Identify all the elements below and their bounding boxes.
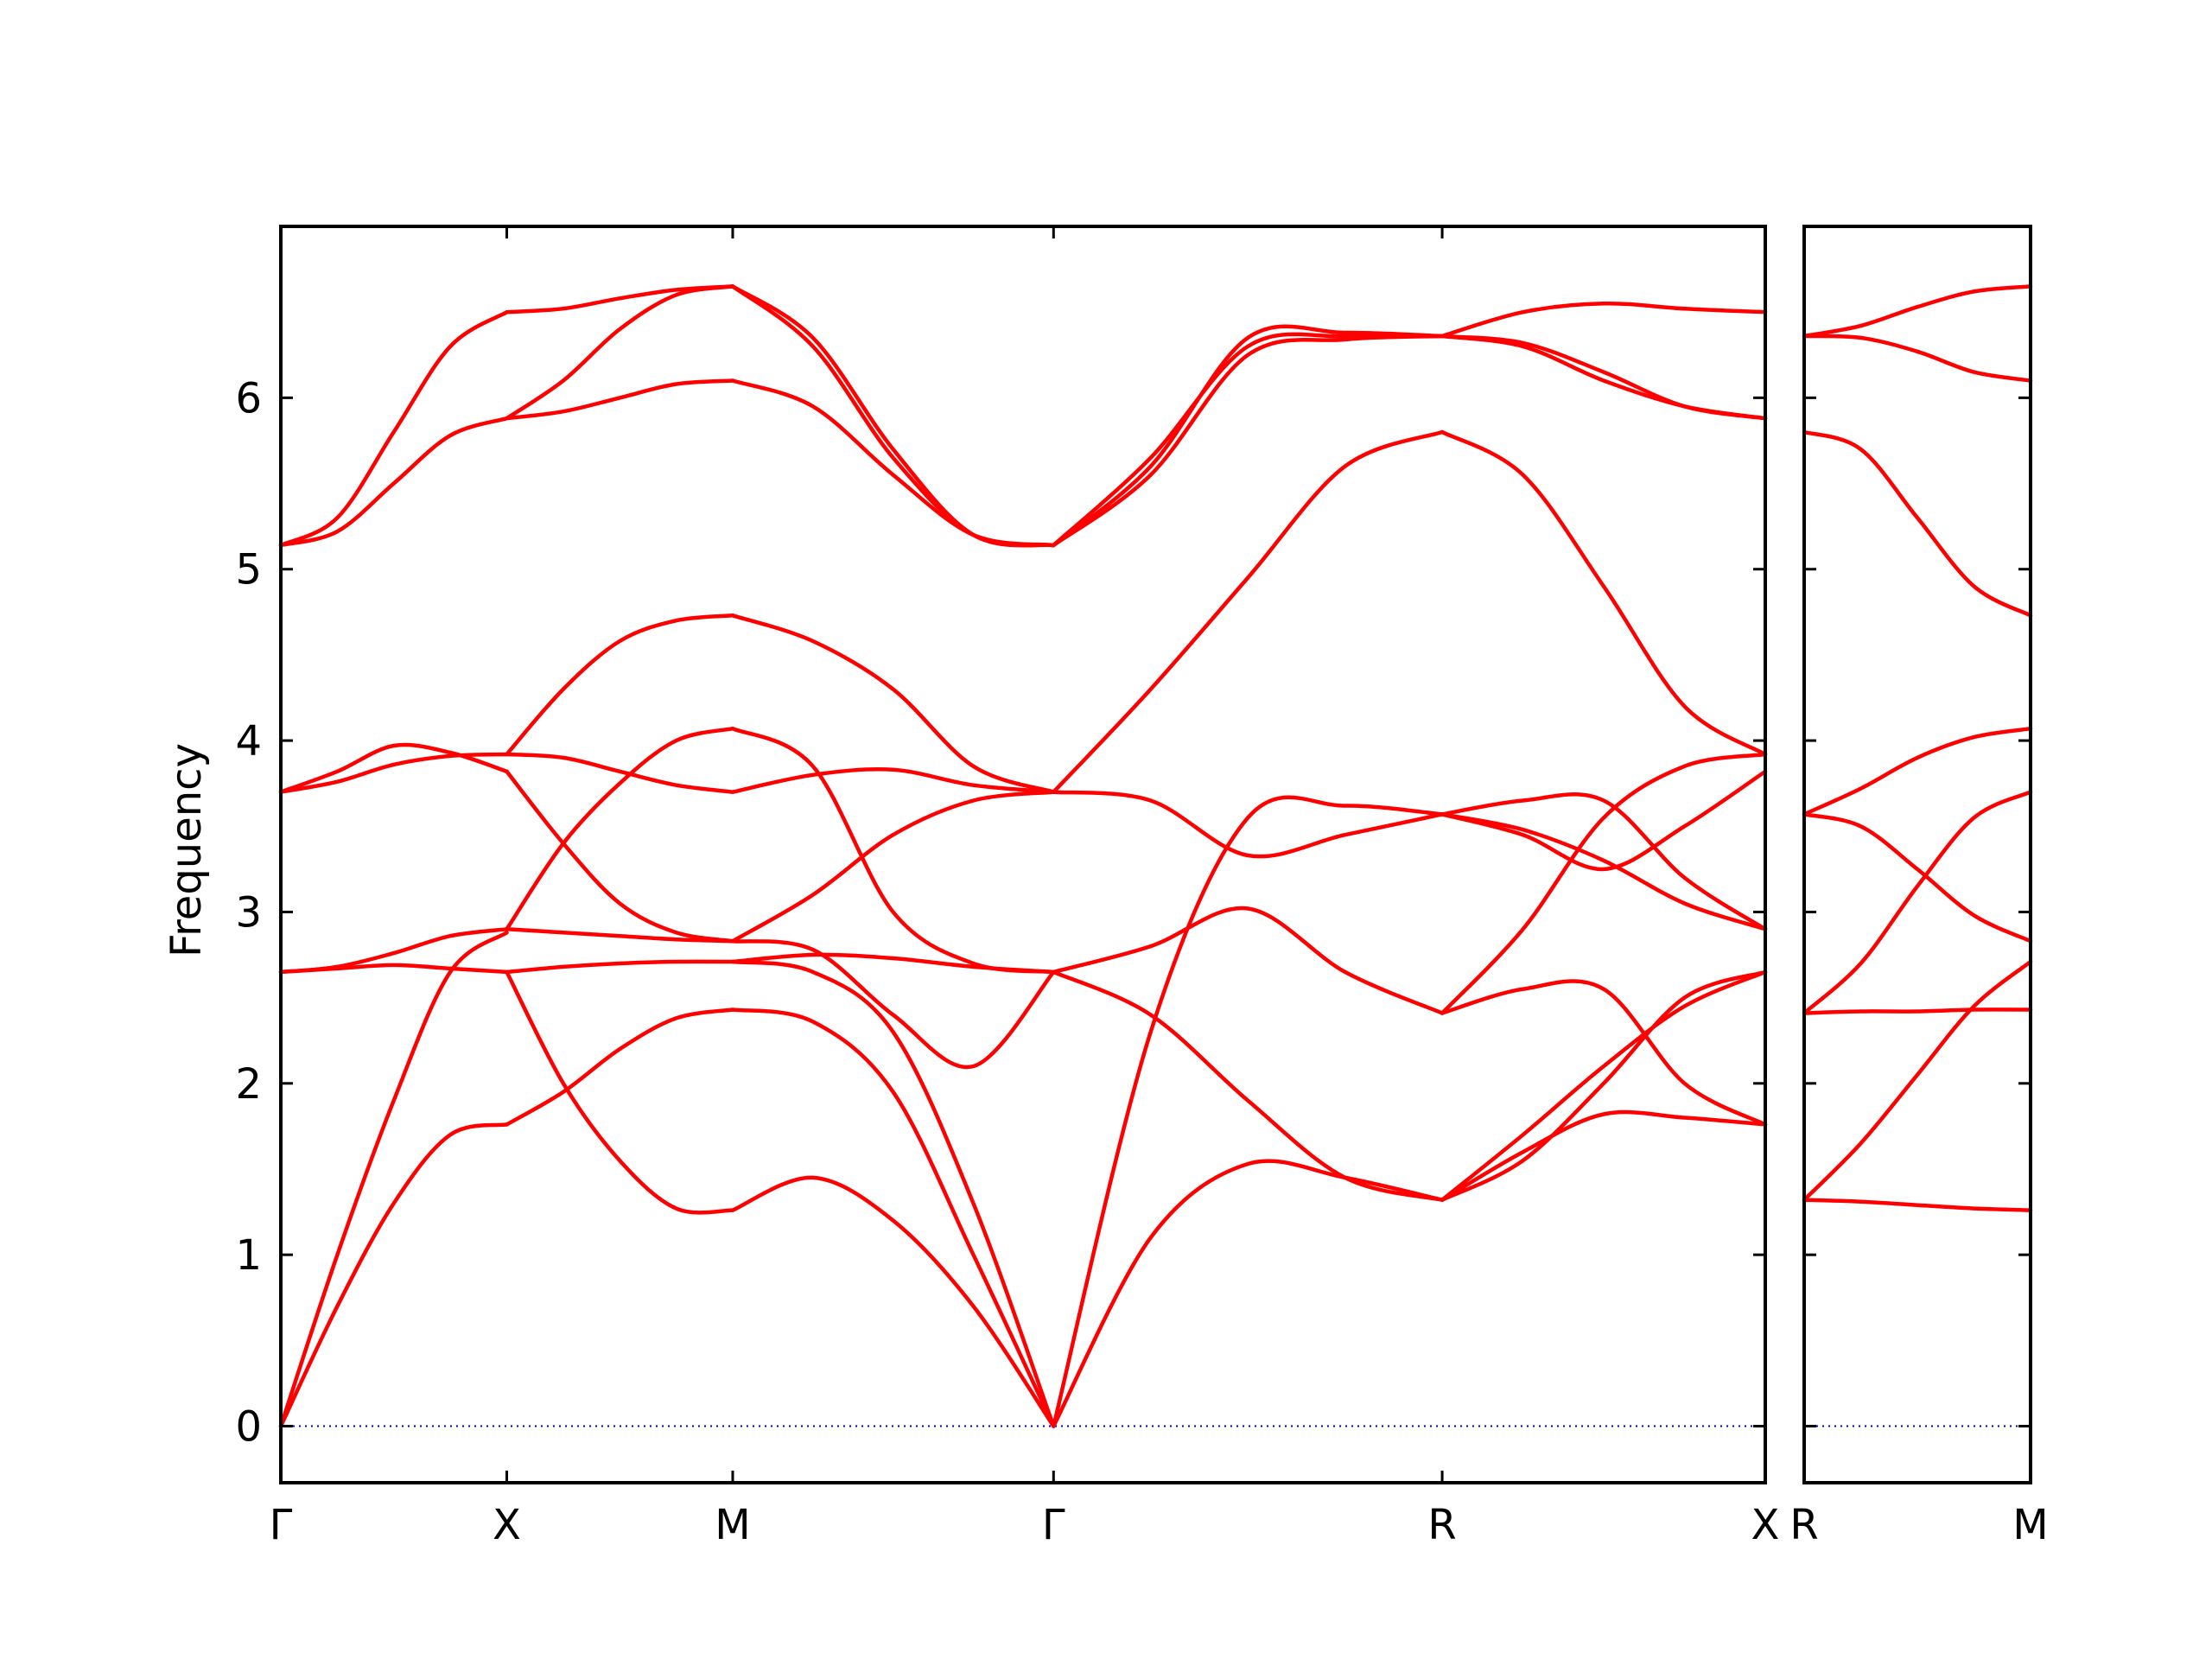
band-main-seg4-10	[1440, 302, 1768, 339]
band-side-seg0-5	[1802, 812, 2033, 944]
x-tick-label: Γ	[1042, 1501, 1065, 1549]
band-main-seg0-4	[278, 752, 509, 794]
x-tick-label: R	[1789, 1501, 1818, 1549]
x-tick-label: M	[2012, 1501, 2048, 1549]
band-side-seg0-6	[1802, 429, 2033, 618]
band-main-seg0-3	[278, 927, 509, 975]
band-main-seg2-0	[730, 1175, 1056, 1428]
band-main-seg0-6	[278, 416, 509, 548]
band-main-seg2-10	[730, 284, 1056, 548]
side-panel-frame	[1802, 225, 2032, 1484]
band-main-seg2-5	[730, 790, 1056, 944]
band-side-seg0-8	[1802, 284, 2033, 339]
y-tick-label: 1	[235, 1231, 262, 1280]
band-main-seg3-7	[1052, 332, 1445, 548]
band-main-seg1-1	[505, 1007, 735, 1127]
band-main-seg4-9	[1440, 334, 1768, 421]
band-main-seg4-4	[1440, 752, 1768, 1015]
x-tick-label: M	[715, 1501, 750, 1549]
band-main-seg1-2	[505, 959, 735, 975]
band-main-seg1-10	[505, 284, 735, 315]
main-panel: 0 1 2 3 4 5 6 Γ X M Γ R X	[235, 225, 1780, 1549]
band-main-seg0-1	[278, 931, 509, 1428]
band-main-seg4-6	[1440, 769, 1768, 872]
band-main-seg4-1	[1440, 969, 1768, 1202]
band-main-seg3-0	[1052, 1159, 1445, 1428]
band-side-seg0-7	[1802, 334, 2033, 383]
band-main-seg2-4	[730, 938, 1056, 1070]
band-main-seg1-0	[505, 969, 735, 1215]
band-main-seg1-8	[505, 378, 735, 421]
band-side-seg0-3	[1802, 790, 2033, 1015]
band-main-seg4-0	[1440, 1109, 1768, 1202]
band-main-seg0-7	[278, 309, 509, 548]
band-main-seg2-7	[730, 766, 1056, 794]
band-main-seg1-9	[505, 284, 735, 421]
y-tick-label: 3	[235, 888, 262, 937]
y-tick-label: 6	[235, 374, 262, 423]
band-main-seg1-7	[505, 613, 735, 757]
band-main-seg3-1	[1052, 969, 1445, 1202]
band-main-seg4-3	[1440, 979, 1768, 1127]
band-main-seg3-4	[1052, 790, 1445, 859]
band-side-seg0-2	[1802, 1007, 2033, 1015]
band-main-seg3-8	[1052, 334, 1445, 548]
band-main-seg1-4	[505, 769, 735, 944]
band-main-seg4-11	[1440, 334, 1768, 421]
band-main-seg2-6	[730, 726, 1056, 975]
y-tick-label: 0	[235, 1403, 262, 1452]
band-main-seg1-3	[505, 927, 735, 944]
band-main-seg3-3	[1052, 906, 1445, 1015]
band-main-seg2-2	[730, 959, 1056, 1428]
band-main-seg4-8	[1440, 429, 1768, 757]
main-panel-frame	[279, 225, 1767, 1484]
band-main-seg3-2	[1052, 795, 1445, 1428]
band-main-seg1-6	[505, 752, 735, 794]
band-main-seg0-5	[278, 742, 509, 794]
band-main-seg2-8	[730, 613, 1056, 794]
band-main-seg4-5	[1440, 792, 1768, 931]
band-side-seg0-1	[1802, 959, 2033, 1202]
x-tick-label: X	[493, 1501, 521, 1549]
band-main-seg2-9	[730, 378, 1056, 548]
band-main-seg2-1	[730, 1007, 1056, 1428]
band-side-seg0-0	[1802, 1198, 2033, 1212]
band-side-seg0-4	[1802, 726, 2033, 817]
y-tick-label: 4	[235, 717, 262, 766]
band-main-seg3-5	[1052, 429, 1445, 794]
band-main-seg0-0	[278, 1122, 509, 1428]
x-tick-label: Γ	[270, 1501, 293, 1549]
band-main-seg3-6	[1052, 324, 1445, 548]
y-axis-label: Frequency	[162, 743, 211, 957]
band-main-seg1-5	[505, 726, 735, 931]
y-tick-label: 5	[235, 546, 262, 594]
x-tick-label: R	[1427, 1501, 1456, 1549]
x-tick-label: X	[1751, 1501, 1780, 1549]
band-main-seg4-7	[1440, 812, 1768, 931]
band-main-seg4-2	[1440, 969, 1768, 1202]
y-tick-label: 2	[235, 1060, 262, 1109]
band-main-seg2-11	[730, 284, 1056, 548]
